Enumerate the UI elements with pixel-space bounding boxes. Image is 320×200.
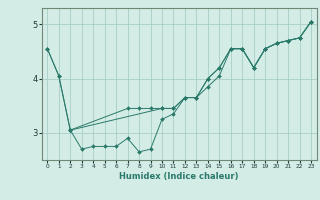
X-axis label: Humidex (Indice chaleur): Humidex (Indice chaleur) [119, 172, 239, 181]
